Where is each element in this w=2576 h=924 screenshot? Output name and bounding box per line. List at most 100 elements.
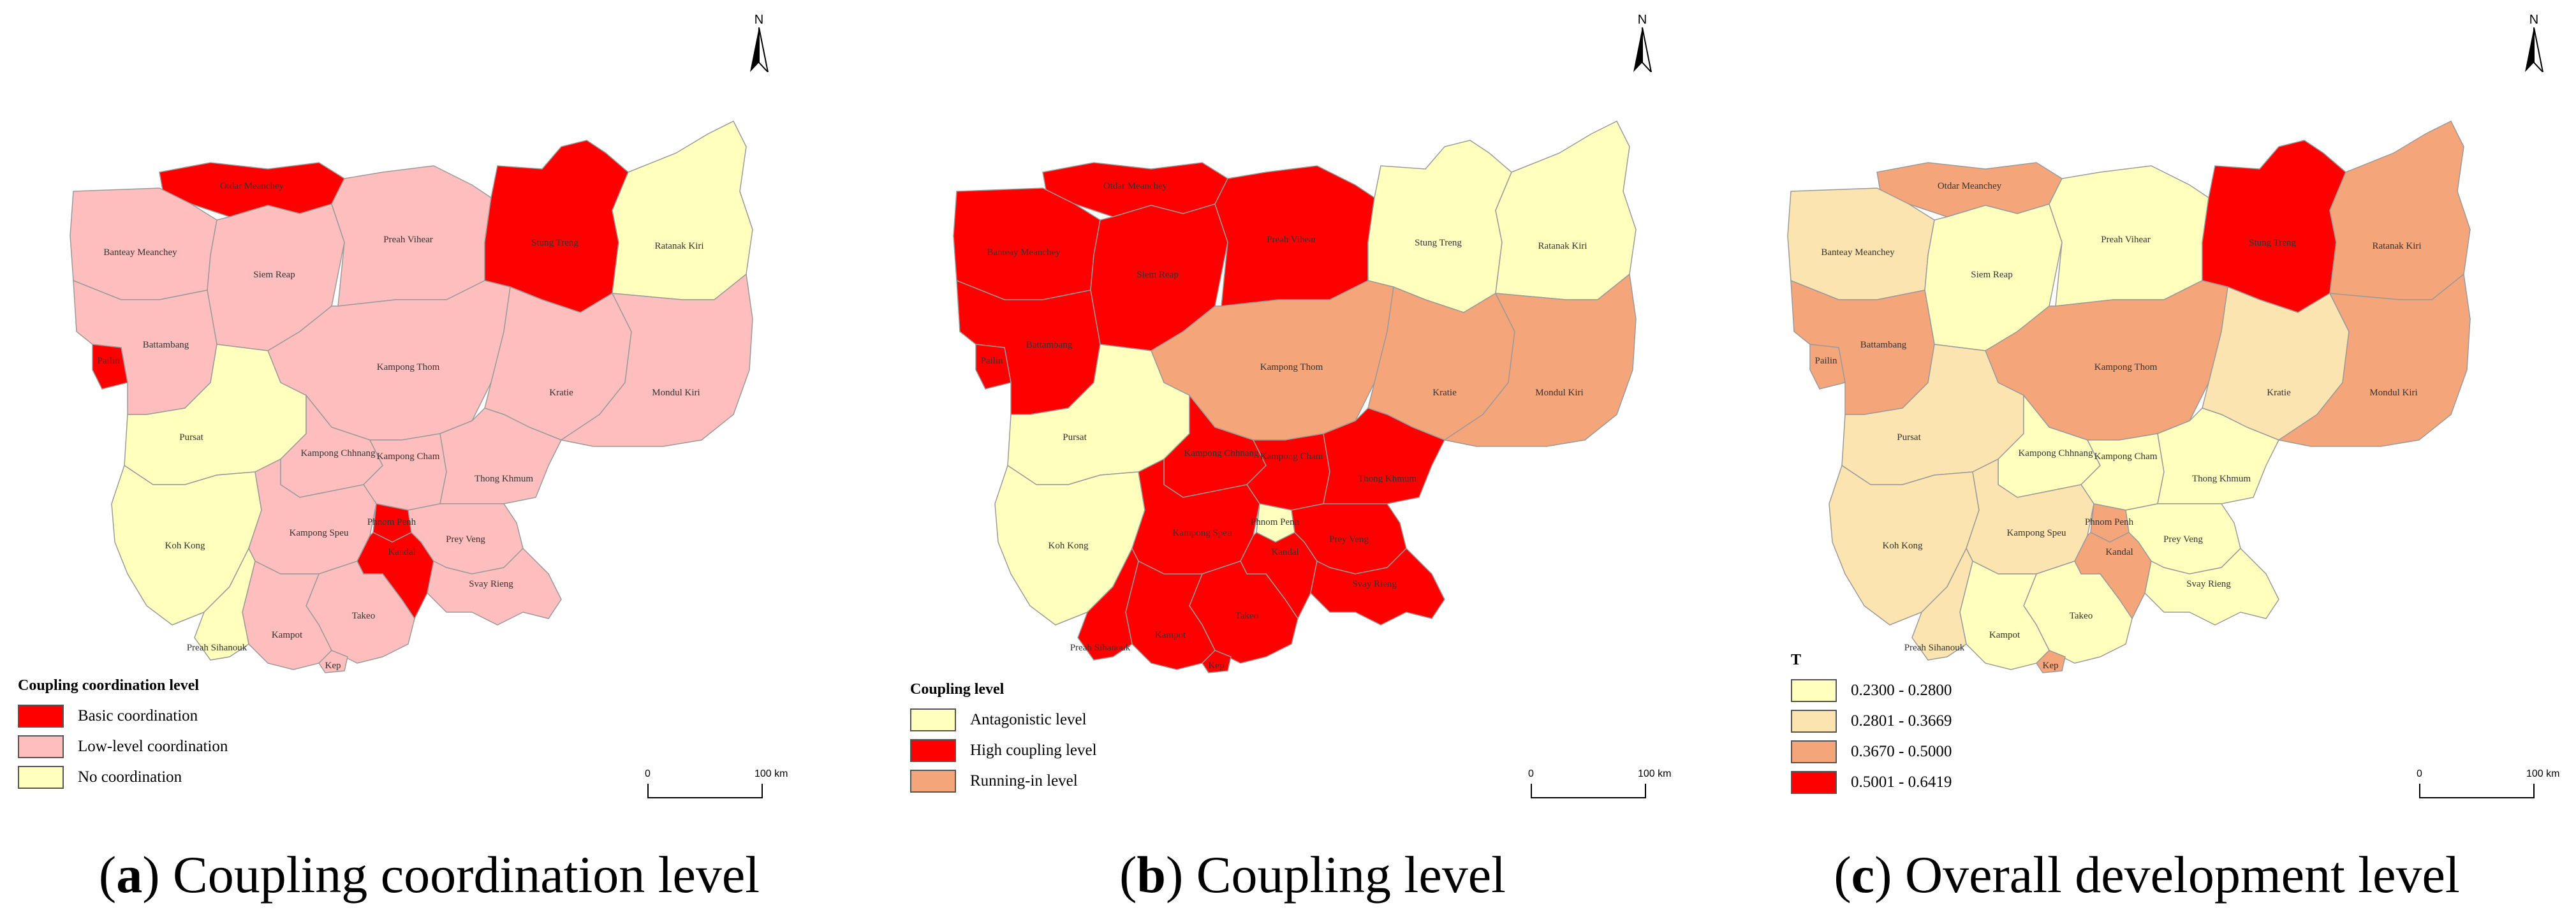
- province-label: Banteay Meanchey: [987, 247, 1061, 258]
- province-pailin: [1809, 344, 1846, 390]
- legend-swatch: [1791, 710, 1837, 733]
- province-label: Svay Rieng: [2186, 579, 2231, 589]
- province-label: Kep: [1209, 661, 1225, 671]
- province-label: Kep: [2043, 661, 2059, 671]
- legend-label: Running-in level: [970, 772, 1078, 789]
- scale-start: 0: [2417, 768, 2422, 779]
- province-pailin: [92, 344, 128, 390]
- legend-swatch: [910, 770, 956, 793]
- province-preah-sihanouk: [1911, 547, 1973, 661]
- province-label: Svay Rieng: [1352, 579, 1397, 589]
- caption-text: Coupling coordination level: [173, 846, 760, 904]
- province-mondul-kiri: [2278, 273, 2471, 447]
- province-label: Kampong Thom: [2094, 362, 2158, 372]
- province-label: Kampong Cham: [377, 451, 440, 462]
- legend-label: 0.3670 - 0.5000: [1851, 743, 1952, 760]
- province-label: Ratanak Kiri: [654, 241, 703, 251]
- scale-line: [2419, 784, 2535, 798]
- province-label: Kep: [325, 661, 341, 671]
- north-arrow: N: [1630, 13, 1655, 76]
- province-label: Banteay Meanchey: [103, 247, 177, 258]
- province-label: Kandal: [1271, 547, 1299, 557]
- province-label: Thong Khmum: [475, 474, 533, 484]
- caption-text: Coupling level: [1196, 846, 1506, 904]
- legend-item: 0.2801 - 0.3669: [1791, 706, 1952, 737]
- province-kampong-cham: [1246, 433, 1330, 511]
- province-ratanak-kiri: [1495, 120, 1637, 300]
- legend-item: 0.3670 - 0.5000: [1791, 737, 1952, 767]
- province-ratanak-kiri: [612, 120, 753, 300]
- province-label: Kampong Chhnang: [2018, 448, 2093, 458]
- province-label: Kampot: [1155, 630, 1186, 640]
- legend-item: High coupling level: [910, 735, 1097, 766]
- scale-end: 100 km: [1638, 768, 1672, 779]
- province-map: Otdar Meanchey Banteay Meanchey Siem Reap P…: [953, 120, 1637, 673]
- scale-bar: 0 100 km: [1528, 768, 1684, 800]
- north-arrow: N: [2521, 13, 2547, 76]
- province-label: Ratanak Kiri: [2372, 241, 2421, 251]
- province-kampong-cham: [2080, 433, 2165, 511]
- legend-item: Antagonistic level: [910, 705, 1097, 735]
- province-label: Kampong Chhnang: [1184, 448, 1259, 458]
- province-label: Otdar Meanchey: [1103, 181, 1168, 191]
- map-panel-c: Otdar Meanchey Banteay Meanchey Siem Reap P…: [1718, 0, 2576, 924]
- province-label: Battambang: [143, 340, 189, 350]
- province-preah-sihanouk: [194, 547, 256, 661]
- province-label: Koh Kong: [1883, 541, 1923, 551]
- map-panel-b: Otdar Meanchey Banteay Meanchey Siem Reap P…: [883, 0, 1742, 924]
- province-mondul-kiri: [560, 273, 753, 447]
- caption-letter: a: [116, 846, 143, 904]
- legend-label: No coordination: [78, 768, 182, 786]
- province-label: Pursat: [179, 432, 203, 443]
- legend-swatch: [18, 735, 64, 758]
- province-label: Pailin: [97, 356, 120, 366]
- legend-swatch: [910, 708, 956, 731]
- province-label: Thong Khmum: [2192, 474, 2251, 484]
- north-arrow-icon: [2525, 27, 2544, 75]
- legend-label: Low-level coordination: [78, 738, 228, 755]
- province-pailin: [975, 344, 1012, 390]
- province-label: Siem Reap: [1137, 270, 1178, 280]
- legend-label: 0.2300 - 0.2800: [1851, 682, 1952, 699]
- province-label: Prey Veng: [2163, 534, 2203, 545]
- province-ratanak-kiri: [2329, 120, 2471, 300]
- province-mondul-kiri: [1443, 273, 1637, 447]
- province-label: Kampong Chhnang: [300, 448, 376, 458]
- province-label: Preah Sihanouk: [1904, 643, 1965, 653]
- province-label: Kratie: [549, 388, 573, 398]
- scale-bar: 0 100 km: [645, 768, 800, 800]
- province-label: Koh Kong: [1049, 541, 1089, 551]
- province-label: Kandal: [2105, 547, 2133, 557]
- province-label: Kandal: [388, 547, 415, 557]
- legend-swatch: [1791, 740, 1837, 763]
- province-label: Prey Veng: [1329, 534, 1369, 545]
- legend-title: Coupling coordination level: [18, 677, 200, 694]
- province-label: Pursat: [1063, 432, 1087, 443]
- legend-swatch: [1791, 679, 1837, 702]
- province-label: Pailin: [1814, 356, 1837, 366]
- caption-letter: b: [1137, 846, 1166, 904]
- legend-item: Basic coordination: [18, 701, 228, 731]
- legend-swatch: [18, 705, 64, 728]
- province-label: Otdar Meanchey: [220, 181, 284, 191]
- province-label: Kampong Speu: [290, 528, 349, 538]
- scale-end: 100 km: [2526, 768, 2560, 779]
- north-label: N: [754, 13, 764, 27]
- north-arrow: N: [746, 13, 772, 76]
- legend-label: Antagonistic level: [970, 711, 1087, 728]
- province-kampong-cham: [363, 433, 447, 511]
- province-svay-rieng: [2144, 547, 2279, 626]
- scale-start: 0: [645, 768, 651, 779]
- province-label: Preah Sihanouk: [1070, 643, 1131, 653]
- province-kep: [318, 650, 348, 673]
- province-label: Banteay Meanchey: [1821, 247, 1895, 258]
- province-label: Kratie: [1432, 388, 1457, 398]
- province-label: Kampong Cham: [2094, 451, 2158, 462]
- province-label: Mondul Kiri: [2369, 388, 2417, 398]
- province-label: Kampot: [272, 630, 303, 640]
- province-label: Pailin: [980, 356, 1003, 366]
- province-label: Battambang: [1860, 340, 1907, 350]
- province-label: Kampong Thom: [1260, 362, 1323, 372]
- province-svay-rieng: [1310, 547, 1445, 626]
- province-label: Kampong Speu: [2007, 528, 2066, 538]
